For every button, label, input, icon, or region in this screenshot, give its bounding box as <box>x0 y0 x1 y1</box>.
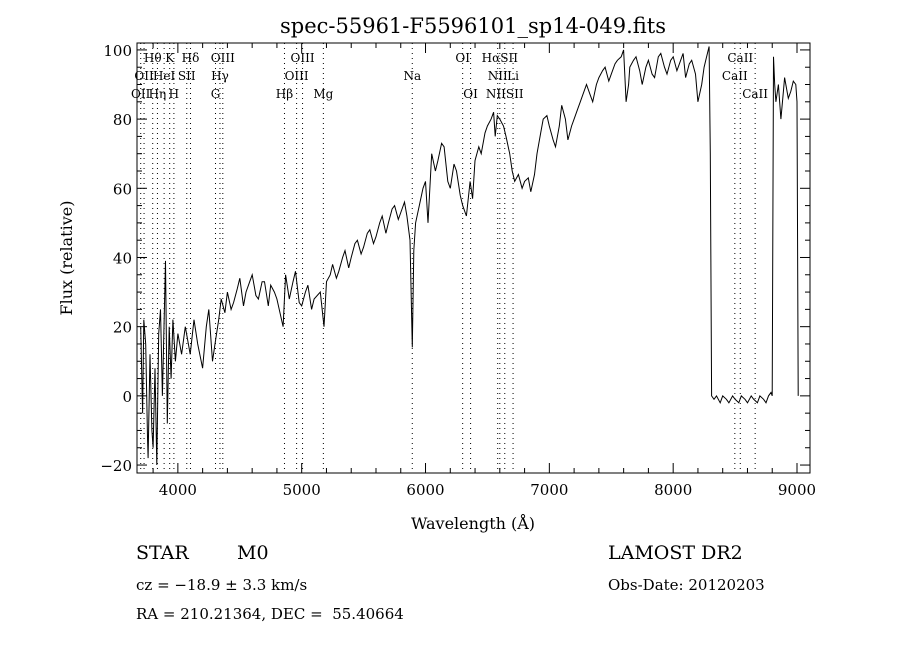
x-tick-label: 8000 <box>654 481 692 499</box>
spectral-line-label: Hδ <box>182 51 200 65</box>
y-tick-label: −20 <box>100 457 132 475</box>
spectral-lines: Hθ K Hδ OIII OIII OI HαSII CaII OII HeI SII Hγ OIII N… <box>131 43 768 473</box>
spectral-line-label: HαSII <box>482 51 519 65</box>
x-tick-label: 4000 <box>159 481 197 499</box>
x-tick-label: 5000 <box>283 481 321 499</box>
y-tick-label: 40 <box>113 249 132 267</box>
object-class: STAR <box>136 542 189 564</box>
obs-date: Obs-Date: 20120203 <box>608 576 765 594</box>
coordinates-text: RA = 210.21364, DEC = 55.40664 <box>136 605 404 623</box>
x-axis-label: Wavelength (Å) <box>411 513 535 533</box>
spectral-line-label: CaII <box>727 51 753 65</box>
axis-ticks: 4000 5000 6000 7000 8000 9000 −20 0 20 40 60 80 100 <box>100 42 816 499</box>
y-tick-label: 20 <box>113 319 132 337</box>
survey-name: LAMOST DR2 <box>608 542 743 564</box>
redshift-text: cz = −18.9 ± 3.3 km/s <box>136 576 308 594</box>
spectral-line-label: CaII <box>722 69 748 83</box>
spectral-line-label: NIISII <box>486 87 524 101</box>
spectral-line-label: OIII <box>211 51 235 65</box>
y-tick-label: 80 <box>113 111 132 129</box>
spectral-line-label: OII <box>131 87 151 101</box>
chart-title: spec-55961-F5596101_sp14-049.fits <box>280 14 666 38</box>
spectral-line-label: OI <box>455 51 470 65</box>
spectral-line-label: CaII <box>742 87 768 101</box>
spectral-line-label: Li <box>507 69 519 83</box>
y-tick-label: 100 <box>103 42 132 60</box>
y-tick-label: 60 <box>113 180 132 198</box>
y-axis-label: Flux (relative) <box>57 201 76 316</box>
spectral-line-label: H <box>169 87 179 101</box>
spectral-line-label: K <box>165 51 175 65</box>
spectral-line-label: Hη <box>149 87 167 101</box>
spectral-line-label: SII <box>178 69 196 83</box>
spectral-line-label: Na <box>403 69 421 83</box>
spectral-line-label: Hγ <box>211 69 229 83</box>
plot-frame <box>136 42 811 474</box>
spectral-line-label: OIII <box>285 69 309 83</box>
spectral-line-label: HeI <box>153 69 176 83</box>
x-tick-label: 9000 <box>778 481 816 499</box>
spectral-line-label: G <box>211 87 221 101</box>
x-tick-label: 7000 <box>530 481 568 499</box>
spectral-line-label: Hθ <box>144 51 162 65</box>
spectral-line-label: Hβ <box>276 87 293 101</box>
x-tick-label: 6000 <box>406 481 444 499</box>
spectral-line-label: OII <box>134 69 154 83</box>
spectral-line-label: Mg <box>313 87 333 101</box>
spectral-line-label: OI <box>463 87 478 101</box>
spectral-line-label: NII <box>488 69 508 83</box>
y-tick-label: 0 <box>122 388 132 406</box>
object-subclass: M0 <box>237 542 269 564</box>
spectrum-line <box>140 46 799 466</box>
spectral-line-label: OIII <box>291 51 315 65</box>
